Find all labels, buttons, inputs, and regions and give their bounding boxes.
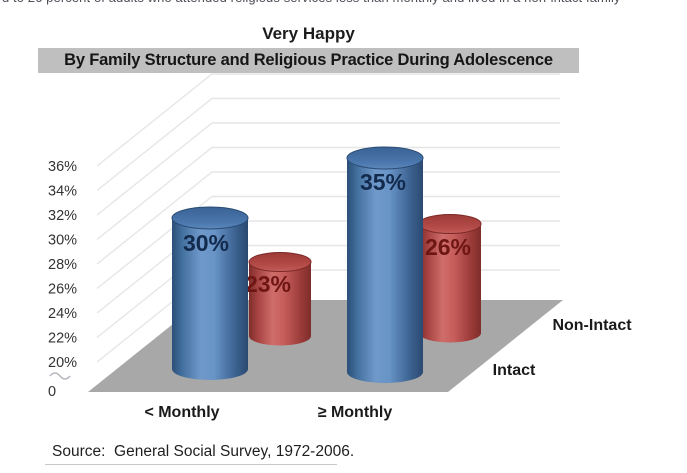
cylinder-non-intact-lt-monthly: 23% [245,252,312,346]
bar-value-label: 26% [425,234,471,260]
chart-subtitle: By Family Structure and Religious Practi… [38,48,579,73]
bar-value-label: 35% [360,169,406,195]
bar-value-label: 30% [183,230,229,256]
cylinder-intact-ge-monthly: 35% [346,146,424,383]
y-tick: 22% [48,331,77,347]
y-tick: 30% [48,233,77,249]
bottom-divider [45,464,337,465]
axis-break-icon [49,372,71,380]
series-label-non-intact: Non-Intact [552,317,632,334]
y-tick: 26% [48,282,77,298]
y-tick: 20% [48,355,77,371]
y-origin-label: 0 [48,384,56,400]
x-category-label: < Monthly [144,404,219,421]
chart-title: Very Happy [262,24,355,43]
series-label-intact: Intact [493,362,536,379]
y-tick: 28% [48,257,77,273]
source-note: Source: General Social Survey, 1972-2006… [52,443,355,460]
cylinder-intact-lt-monthly: 30% [171,206,249,380]
y-tick: 24% [48,306,77,322]
cropped-caption-text: d to 26 percent of adults who attended r… [0,0,687,8]
x-category-label: ≥ Monthly [318,404,393,421]
y-tick: 32% [48,208,77,224]
y-axis-labels: 36% 34% 32% 30% 28% 26% 24% 22% 20% 0 [48,159,77,400]
cylinder-non-intact-ge-monthly: 26% [418,214,482,343]
y-tick: 36% [48,159,77,175]
cropped-caption-line: d to 26 percent of adults who attended r… [0,0,687,5]
bar-value-label: 23% [245,271,291,297]
y-tick: 34% [48,184,77,200]
series-labels: Non-Intact Intact [493,317,633,379]
x-axis-labels: < Monthly ≥ Monthly [144,404,392,421]
